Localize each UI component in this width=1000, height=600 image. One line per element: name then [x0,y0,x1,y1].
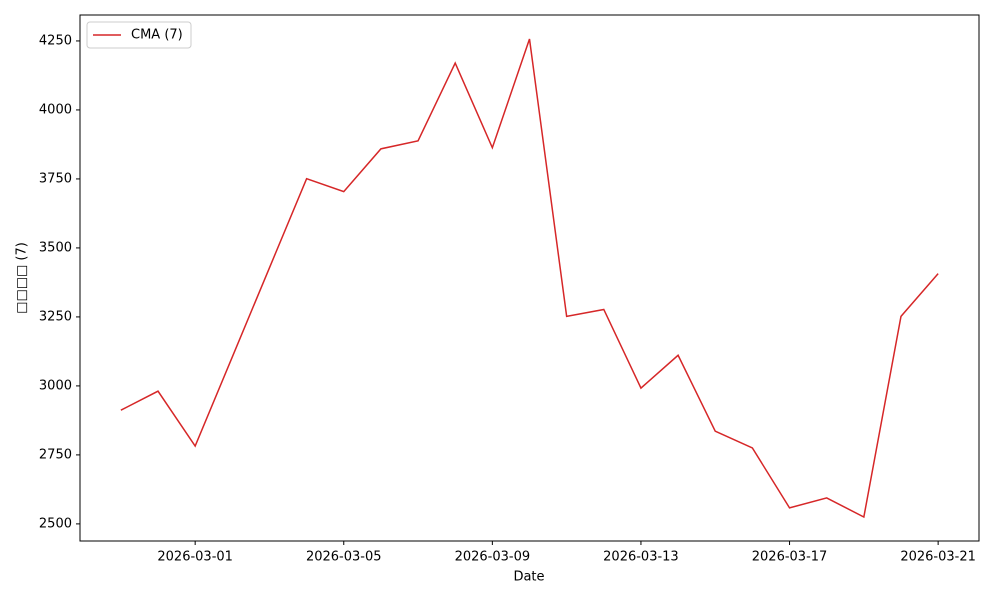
legend-box [86,21,192,49]
y-tick-label: 3000 [39,378,72,393]
y-tick-label: 3750 [39,171,72,186]
y-tick-label: 3500 [39,240,72,255]
x-tick-label: 2026-03-13 [603,550,679,565]
y-tick-label: 2750 [39,447,72,462]
legend-label: CMA (7) [131,28,183,43]
x-tick-label: 2026-03-17 [752,550,828,565]
x-tick-label: 2026-03-05 [306,550,382,565]
x-axis-label: Date [513,570,544,585]
plot-frame [79,14,980,542]
y-axis-label: □□□□ (7) [15,242,30,314]
y-tick-label: 4000 [39,102,72,117]
y-tick-label: 4250 [39,33,72,48]
x-tick-label: 2026-03-01 [157,550,233,565]
y-tick-label: 3250 [39,309,72,324]
x-tick-label: 2026-03-09 [455,550,531,565]
line-series [120,38,939,519]
y-tick-label: 2500 [39,516,72,531]
x-tick-label: 2026-03-21 [900,550,976,565]
